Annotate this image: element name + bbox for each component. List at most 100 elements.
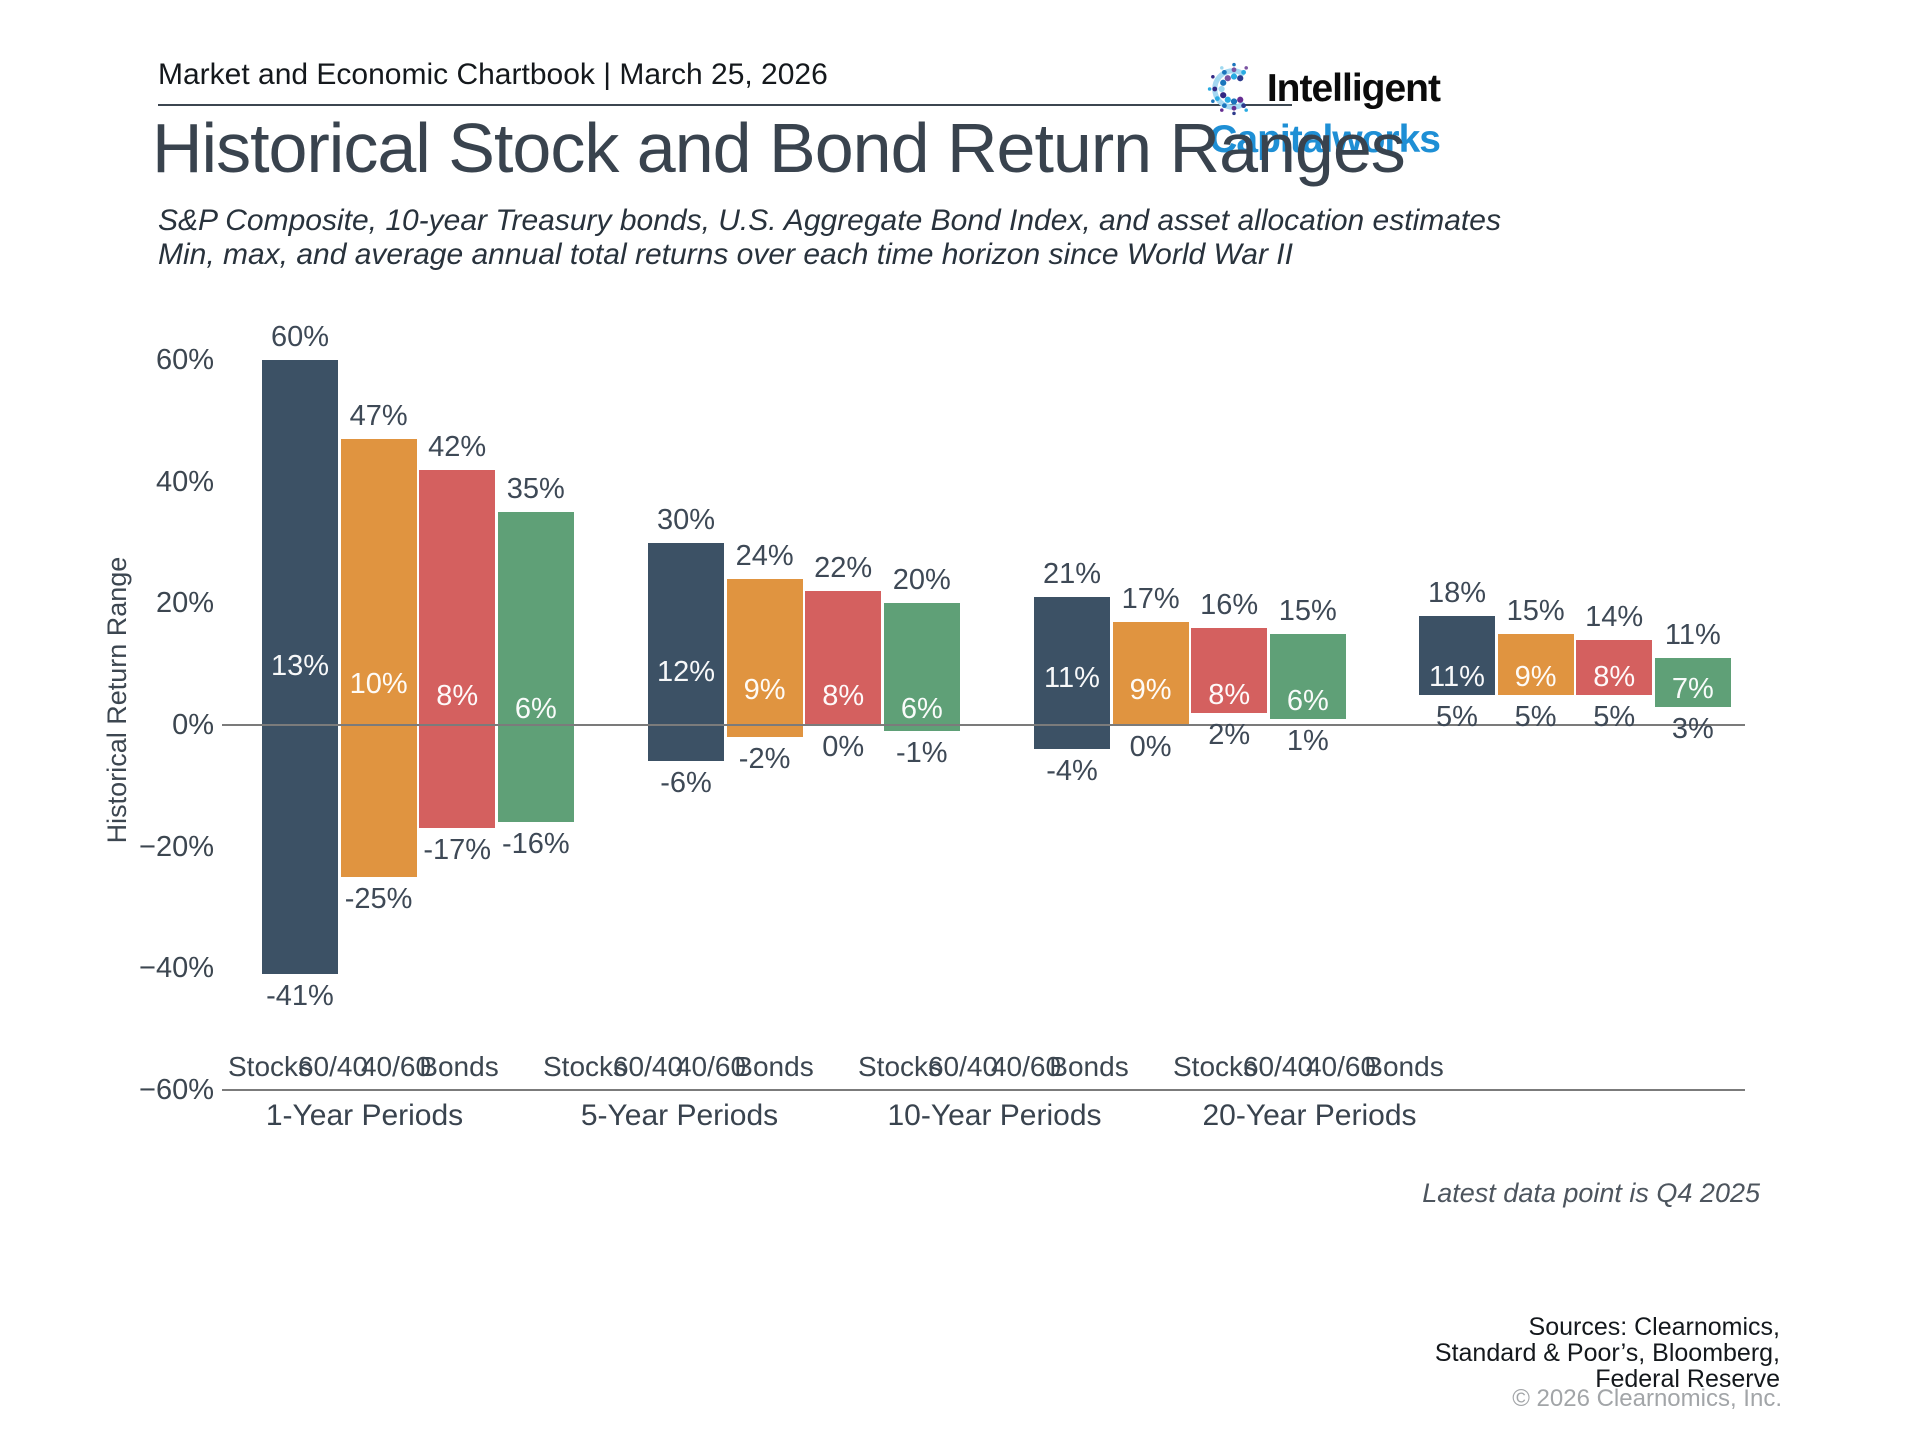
- bar-max-label: 60%: [270, 321, 330, 354]
- category-tick-label: 60/40: [1242, 1051, 1314, 1082]
- bar-max-label: 11%: [1664, 619, 1721, 652]
- category-tick-label: 40/60: [1305, 1051, 1377, 1082]
- bar-avg-label: 9%: [1129, 674, 1172, 707]
- category-tick-label: Bonds: [419, 1051, 499, 1082]
- sources-line-3: Federal Reserve: [1595, 1365, 1780, 1393]
- y-tick-label: 40%: [155, 465, 214, 498]
- bar-max-label: 17%: [1121, 582, 1180, 615]
- y-tick-label: −60%: [139, 1073, 214, 1106]
- bar-avg-label: 11%: [1044, 662, 1100, 695]
- bar-avg-label: 8%: [822, 680, 865, 713]
- y-tick-label: −20%: [139, 830, 214, 863]
- range-bar-stocks: [1034, 597, 1110, 750]
- sources-line-1: Sources: Clearnomics,: [1528, 1313, 1780, 1341]
- bar-min-label: -25%: [344, 883, 413, 916]
- category-tick-label: 60/40: [927, 1051, 999, 1082]
- bar-avg-label: 9%: [743, 674, 786, 707]
- page-title: Historical Stock and Bond Return Ranges: [152, 109, 1406, 187]
- y-tick-label: 60%: [155, 344, 214, 377]
- bar-min-label: -17%: [423, 834, 492, 867]
- logo-text-intelligent: Intelligent: [1266, 67, 1441, 110]
- bar-avg-label: 11%: [1429, 660, 1485, 693]
- chart-subtitle: S&P Composite, 10-year Treasury bonds, U…: [158, 204, 1501, 272]
- range-bar-stocks: [648, 542, 724, 762]
- sources-line-2: Standard & Poor’s, Bloomberg,: [1434, 1339, 1780, 1367]
- copyright-text: © 2026 Clearnomics, Inc.: [1512, 1385, 1782, 1412]
- bar-min-label: -2%: [738, 743, 791, 776]
- range-bar-bonds: [497, 512, 574, 823]
- period-group-label: 1-Year Periods: [265, 1099, 464, 1132]
- category-tick-label: Stocks: [227, 1051, 313, 1082]
- logo-text-capitalworks: Capitalworks: [1209, 118, 1441, 161]
- bar-avg-label: 13%: [270, 649, 330, 682]
- bar-max-label: 14%: [1585, 600, 1644, 633]
- bar-max-label: 47%: [349, 400, 408, 433]
- bar-max-label: 35%: [506, 473, 565, 506]
- bar-min-label: -41%: [266, 980, 334, 1013]
- range-bar-60-40: [340, 439, 417, 878]
- bar-avg-label: 10%: [349, 668, 408, 701]
- category-tick-label: 60/40: [297, 1051, 369, 1082]
- bar-min-label: 5%: [1514, 700, 1557, 733]
- bar-max-label: 18%: [1427, 576, 1487, 609]
- bar-max-label: 30%: [656, 503, 716, 536]
- bar-min-label: 2%: [1208, 718, 1251, 751]
- category-tick-label: 40/60: [360, 1051, 432, 1082]
- range-bar-bonds: [883, 603, 960, 732]
- period-group-label: 10-Year Periods: [887, 1099, 1102, 1132]
- bar-avg-label: 6%: [900, 692, 943, 725]
- bar-avg-label: 9%: [1514, 660, 1557, 693]
- bar-min-label: 5%: [1593, 700, 1636, 733]
- range-bar-bonds: [1654, 658, 1731, 707]
- category-tick-label: Stocks: [1172, 1051, 1258, 1082]
- bar-avg-label: 8%: [1593, 660, 1636, 693]
- header-divider: [158, 104, 1292, 106]
- category-tick-label: Bonds: [1364, 1051, 1444, 1082]
- bar-max-label: 15%: [1506, 594, 1565, 627]
- range-bar-60-40: [1497, 633, 1574, 695]
- bar-min-label: 3%: [1671, 712, 1714, 745]
- bar-avg-label: 6%: [1286, 684, 1329, 717]
- y-tick-label: 0%: [172, 709, 214, 741]
- y-tick-label: 20%: [155, 587, 214, 620]
- sources-text: Sources: Clearnomics, Standard & Poor’s,…: [1180, 1314, 1780, 1392]
- range-bar-40-60: [1576, 639, 1653, 695]
- category-tick-label: Bonds: [734, 1051, 814, 1082]
- range-bar-60-40: [726, 579, 803, 738]
- category-tick-label: 40/60: [990, 1051, 1062, 1082]
- logo: Intelligent Capitalworks: [1100, 62, 1441, 162]
- zero-axis-line: [222, 724, 1745, 726]
- period-group-label: 20-Year Periods: [1202, 1099, 1417, 1132]
- bar-min-label: 0%: [822, 731, 865, 763]
- bar-avg-label: 8%: [1208, 678, 1251, 711]
- bar-max-label: 16%: [1200, 588, 1259, 621]
- category-tick-label: Bonds: [1049, 1051, 1129, 1082]
- bottom-axis-line: [222, 1088, 1745, 1091]
- y-tick-label: −40%: [139, 952, 214, 985]
- category-tick-label: Stocks: [542, 1051, 628, 1082]
- bar-min-label: 5%: [1436, 700, 1478, 733]
- bar-max-label: 21%: [1042, 558, 1102, 591]
- range-bar-60-40: [1112, 621, 1189, 725]
- dot-burst-c-icon: [1207, 62, 1248, 116]
- bar-min-label: -16%: [501, 828, 570, 861]
- bar-avg-label: 6%: [514, 692, 557, 725]
- category-tick-label: Stocks: [857, 1051, 943, 1082]
- range-bar-40-60: [805, 591, 882, 725]
- category-tick-label: 40/60: [675, 1051, 747, 1082]
- range-bar-stocks: [1419, 615, 1495, 695]
- range-bar-bonds: [1269, 633, 1346, 719]
- bar-max-label: 22%: [814, 552, 873, 585]
- bar-max-label: 24%: [735, 540, 794, 572]
- bar-min-label: -1%: [896, 737, 948, 770]
- subtitle-line-2: Min, max, and average annual total retur…: [158, 238, 1293, 271]
- logo-row: Intelligent: [1207, 62, 1441, 116]
- bar-avg-label: 12%: [656, 656, 716, 688]
- range-bar-40-60: [419, 469, 496, 829]
- range-bar-40-60: [1191, 627, 1268, 713]
- bar-max-label: 15%: [1278, 594, 1337, 627]
- subtitle-line-1: S&P Composite, 10-year Treasury bonds, U…: [158, 204, 1501, 237]
- bar-avg-label: 8%: [436, 680, 479, 713]
- range-bar-stocks: [262, 360, 338, 975]
